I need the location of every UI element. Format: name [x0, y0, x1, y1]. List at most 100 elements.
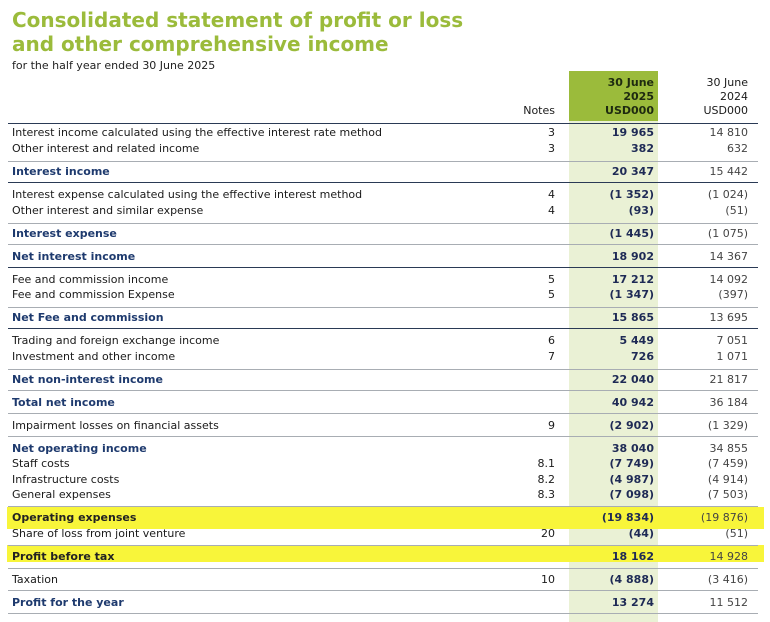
row-previous-value: 14 367	[709, 250, 749, 263]
row-current-value: 18 902	[611, 250, 654, 263]
notes-column-header: Notes	[523, 104, 555, 117]
table-row-subtotal: Interest expense (1 445) (1 075)	[0, 226, 770, 242]
table-row: Interest income calculated using the eff…	[0, 125, 770, 141]
row-label: Trading and foreign exchange income	[12, 334, 220, 347]
row-note: 8.2	[537, 473, 556, 486]
highlight-operating-expenses	[7, 507, 764, 529]
row-previous-value: 21 817	[709, 373, 749, 386]
rule	[8, 590, 758, 591]
table-row: Fee and commission income 5 17 212 14 09…	[0, 272, 770, 288]
row-label: Interest expense	[12, 227, 117, 240]
row-previous-value: (19 876)	[700, 511, 748, 524]
row-previous-value: 14 810	[709, 126, 749, 139]
rule	[8, 506, 758, 507]
row-previous-value: 11 512	[709, 596, 749, 609]
rule	[8, 436, 758, 437]
row-previous-value: (3 416)	[707, 573, 748, 586]
row-previous-value: 1 071	[716, 350, 749, 363]
row-current-value: 726	[631, 350, 654, 363]
row-previous-value: 34 855	[709, 442, 749, 455]
row-note: 8.3	[537, 488, 556, 501]
row-previous-value: (1 329)	[707, 419, 748, 432]
row-label: Staff costs	[12, 457, 70, 470]
row-label: Net interest income	[12, 250, 136, 263]
row-previous-value: 14 928	[709, 550, 749, 563]
table-row-subtotal: Net Fee and commission 15 865 13 695	[0, 310, 770, 326]
table-row-profit-before-tax: Profit before tax 18 162 14 928	[0, 549, 770, 565]
row-note: 8.1	[537, 457, 556, 470]
table-row: Taxation 10 (4 888) (3 416)	[0, 572, 770, 588]
current-header-line3: USD000	[605, 104, 654, 117]
table-row: Investment and other income 7 726 1 071	[0, 349, 770, 365]
rule	[8, 328, 758, 329]
row-label: Impairment losses on financial assets	[12, 419, 219, 432]
row-current-value: 20 347	[611, 165, 654, 178]
row-label: Infrastructure costs	[12, 473, 120, 486]
row-label: Other interest and related income	[12, 142, 200, 155]
row-current-value: 17 212	[611, 273, 654, 286]
row-current-value: 18 162	[611, 550, 654, 563]
row-previous-value: (397)	[718, 288, 748, 301]
row-current-value: 22 040	[611, 373, 654, 386]
current-header-line2: 2025	[623, 90, 654, 103]
row-label: Taxation	[12, 573, 58, 586]
row-note: 7	[548, 350, 555, 363]
table-row: Impairment losses on financial assets 9 …	[0, 418, 770, 434]
table-row-subtotal: Net non-interest income 22 040 21 817	[0, 372, 770, 388]
row-label: Net non-interest income	[12, 373, 163, 386]
rule	[8, 369, 758, 370]
statement-subtitle: for the half year ended 30 June 2025	[12, 59, 216, 72]
row-previous-value: (1 024)	[707, 188, 748, 201]
row-note: 4	[548, 204, 555, 217]
rule	[8, 307, 758, 308]
table-row: General expenses 8.3 (7 098) (7 503)	[0, 487, 770, 503]
table-row-subtotal: Interest income 20 347 15 442	[0, 164, 770, 180]
row-current-value: 19 965	[611, 126, 654, 139]
row-label: Profit for the year	[12, 596, 124, 609]
previous-header-line3: USD000	[703, 104, 749, 117]
table-row-subtotal: Total net income 40 942 36 184	[0, 395, 770, 411]
row-label: Share of loss from joint venture	[12, 527, 186, 540]
table-row-subtotal: Net interest income 18 902 14 367	[0, 249, 770, 265]
rule	[8, 413, 758, 414]
row-label: Fee and commission Expense	[12, 288, 175, 301]
row-label: Profit before tax	[12, 550, 115, 563]
row-previous-value: (7 503)	[707, 488, 748, 501]
row-previous-value: (7 459)	[707, 457, 748, 470]
row-label: Operating expenses	[12, 511, 137, 524]
row-previous-value: 14 092	[709, 273, 749, 286]
table-row: Infrastructure costs 8.2 (4 987) (4 914)	[0, 472, 770, 488]
row-previous-value: (51)	[725, 527, 748, 540]
row-current-value: 382	[631, 142, 654, 155]
row-label: Fee and commission income	[12, 273, 169, 286]
row-note: 6	[548, 334, 555, 347]
table-row: Fee and commission Expense 5 (1 347) (39…	[0, 287, 770, 303]
row-previous-value: (51)	[725, 204, 748, 217]
row-current-value: (4 888)	[609, 573, 655, 586]
statement-title: Consolidated statement of profit or loss…	[12, 8, 463, 56]
row-previous-value: 13 695	[709, 311, 749, 324]
row-current-value: (1 347)	[609, 288, 655, 301]
rule	[8, 568, 758, 569]
row-label: General expenses	[12, 488, 111, 501]
row-current-value: 38 040	[611, 442, 654, 455]
row-label: Interest expense calculated using the ef…	[12, 188, 363, 201]
rule	[8, 182, 758, 183]
row-label: Investment and other income	[12, 350, 176, 363]
row-previous-value: (1 075)	[707, 227, 748, 240]
highlight-profit-before-tax	[7, 545, 764, 562]
row-current-value: 5 449	[619, 334, 654, 347]
rule	[8, 161, 758, 162]
rule	[8, 244, 758, 245]
table-row: Staff costs 8.1 (7 749) (7 459)	[0, 456, 770, 472]
row-note: 9	[548, 419, 555, 432]
rule	[8, 613, 758, 614]
rule	[8, 223, 758, 224]
row-current-value: (2 902)	[609, 419, 655, 432]
statement-title-line1: Consolidated statement of profit or loss	[12, 8, 464, 32]
row-current-value: (1 445)	[609, 227, 655, 240]
current-period-header: 30 June 2025 USD000	[569, 76, 654, 118]
row-label: Total net income	[12, 396, 115, 409]
row-previous-value: 7 051	[716, 334, 749, 347]
row-previous-value: (4 914)	[707, 473, 748, 486]
